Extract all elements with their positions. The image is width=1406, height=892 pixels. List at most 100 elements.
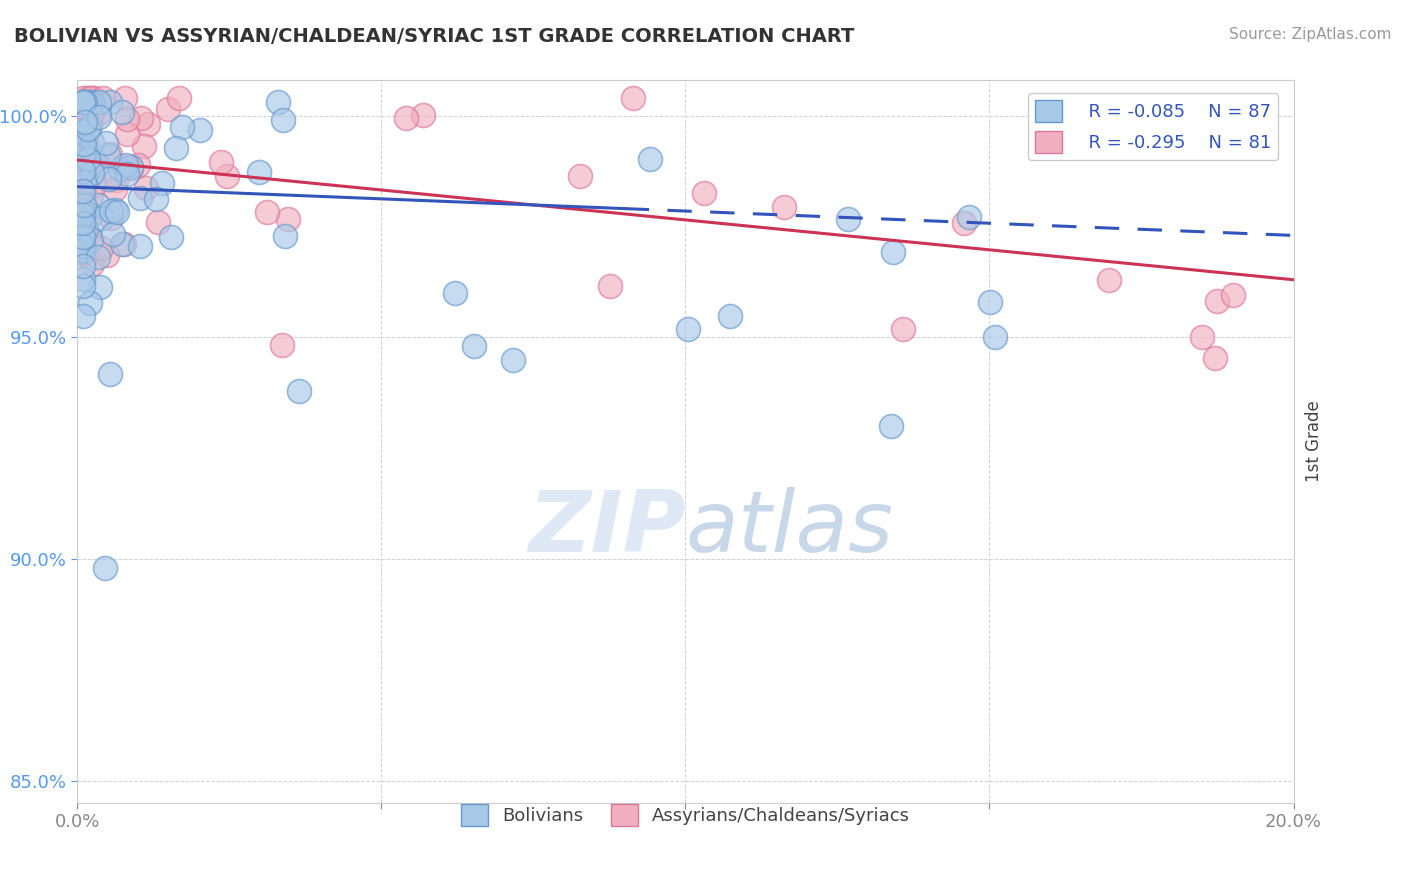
Point xyxy=(72,309,94,323)
Point xyxy=(72,148,94,162)
Text: ZIP: ZIP xyxy=(527,487,686,570)
Point xyxy=(96,136,118,150)
Point xyxy=(256,205,278,219)
Point xyxy=(72,182,94,196)
Point xyxy=(96,248,118,262)
Point xyxy=(443,286,465,301)
Point xyxy=(104,203,127,218)
Point xyxy=(79,188,101,202)
Point xyxy=(115,127,138,141)
Point xyxy=(72,227,94,242)
Point xyxy=(217,169,239,184)
Point xyxy=(80,111,103,125)
Point xyxy=(91,91,114,105)
Point xyxy=(73,169,96,184)
Point xyxy=(127,158,149,172)
Point xyxy=(72,100,94,114)
Point xyxy=(79,119,101,133)
Point xyxy=(72,239,94,253)
Text: atlas: atlas xyxy=(686,487,893,570)
Point xyxy=(135,181,157,195)
Point xyxy=(79,296,101,310)
Point xyxy=(145,192,167,206)
Point xyxy=(73,95,96,110)
Point xyxy=(73,198,96,212)
Point xyxy=(72,184,94,198)
Point xyxy=(72,97,94,112)
Point xyxy=(172,120,194,135)
Point xyxy=(72,150,94,164)
Point xyxy=(1191,330,1213,344)
Point xyxy=(72,194,94,208)
Point xyxy=(83,178,105,192)
Point xyxy=(274,228,297,243)
Point xyxy=(247,164,270,178)
Point xyxy=(75,221,97,235)
Point xyxy=(72,244,94,258)
Point xyxy=(72,238,94,252)
Point xyxy=(267,95,290,110)
Point xyxy=(957,210,980,224)
Point xyxy=(72,102,94,116)
Point xyxy=(72,183,94,197)
Point xyxy=(718,310,741,324)
Point xyxy=(72,95,94,110)
Point xyxy=(880,419,903,434)
Point xyxy=(72,246,94,260)
Point xyxy=(271,113,294,128)
Point xyxy=(73,211,96,226)
Point xyxy=(86,197,108,211)
Point xyxy=(72,178,94,192)
Point xyxy=(72,147,94,161)
Point xyxy=(100,204,122,219)
Point xyxy=(72,212,94,227)
Point xyxy=(90,211,112,226)
Point xyxy=(120,161,142,175)
Point xyxy=(77,95,100,110)
Point xyxy=(98,368,121,382)
Point xyxy=(72,195,94,210)
Point xyxy=(98,147,121,161)
Point xyxy=(463,339,485,353)
Point xyxy=(72,153,94,167)
Point xyxy=(111,236,134,251)
Point xyxy=(114,236,136,251)
Point xyxy=(891,321,914,335)
Point xyxy=(82,257,104,271)
Point xyxy=(72,259,94,273)
Point xyxy=(73,175,96,189)
Point xyxy=(80,232,103,246)
Point xyxy=(693,186,716,201)
Point xyxy=(80,166,103,180)
Point xyxy=(82,153,104,168)
Text: BOLIVIAN VS ASSYRIAN/CHALDEAN/SYRIAC 1ST GRADE CORRELATION CHART: BOLIVIAN VS ASSYRIAN/CHALDEAN/SYRIAC 1ST… xyxy=(14,27,855,45)
Point xyxy=(72,91,94,105)
Point xyxy=(82,135,104,149)
Point xyxy=(104,182,127,196)
Point xyxy=(1098,273,1121,287)
Point xyxy=(108,162,131,177)
Point xyxy=(146,214,169,228)
Point xyxy=(77,152,100,166)
Point xyxy=(115,112,138,127)
Point xyxy=(94,561,117,575)
Point xyxy=(72,208,94,222)
Point xyxy=(76,91,98,105)
Point xyxy=(129,191,152,205)
Point xyxy=(111,105,134,120)
Point xyxy=(90,241,112,255)
Point xyxy=(129,111,152,125)
Point xyxy=(107,204,129,219)
Point xyxy=(120,160,142,174)
Point xyxy=(132,139,155,153)
Point xyxy=(188,123,211,137)
Point xyxy=(75,103,97,117)
Point xyxy=(953,216,976,230)
Point xyxy=(156,102,179,116)
Point xyxy=(82,95,104,110)
Point xyxy=(288,384,311,398)
Point xyxy=(395,112,418,126)
Point xyxy=(72,204,94,219)
Point xyxy=(72,271,94,285)
Point xyxy=(75,140,97,154)
